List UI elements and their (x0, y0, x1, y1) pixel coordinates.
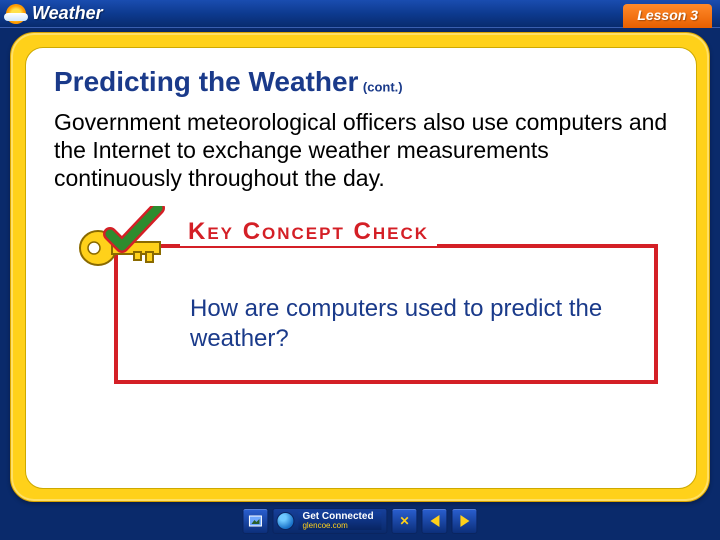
connected-line2: glencoe.com (302, 522, 373, 530)
slide-inner-panel: Predicting the Weather (cont.) Governmen… (25, 47, 697, 489)
kch-1: K (188, 218, 207, 245)
kch-2: EY (207, 224, 234, 243)
slide-outer-frame: Predicting the Weather (cont.) Governmen… (10, 32, 710, 502)
nav-bottom-bar: Get Connected glencoe.com ✕ (242, 508, 477, 534)
lesson-tab: Lesson 3 (623, 4, 712, 28)
get-connected-button[interactable]: Get Connected glencoe.com (272, 508, 387, 534)
key-concept-header: KEY CONCEPT CHECK (180, 218, 437, 246)
weather-sun-icon (6, 4, 26, 24)
concept-question: How are computers used to predict the we… (190, 294, 626, 354)
key-check-icon (76, 206, 176, 278)
header-bar: Weather Lesson 3 (0, 0, 720, 28)
chapter-title: Weather (32, 3, 103, 24)
close-button[interactable]: ✕ (392, 508, 418, 534)
slide-title-row: Predicting the Weather (cont.) (54, 66, 668, 98)
prev-button[interactable] (422, 508, 448, 534)
image-icon (248, 514, 262, 528)
kch-6: HECK (373, 224, 429, 243)
slide-cont-label: (cont.) (363, 79, 403, 94)
chevron-left-icon (430, 515, 439, 527)
next-button[interactable] (452, 508, 478, 534)
header-left: Weather (6, 3, 103, 24)
kch-3: C (234, 218, 262, 245)
connected-label: Get Connected glencoe.com (298, 512, 381, 530)
key-concept-box: KEY CONCEPT CHECK How are computers used… (114, 244, 658, 384)
slide-body-text: Government meteorological officers also … (54, 108, 668, 192)
close-icon: ✕ (400, 514, 410, 528)
kch-4: ONCEPT (262, 224, 345, 243)
kch-5: C (345, 218, 373, 245)
chevron-right-icon (460, 515, 469, 527)
slide-title: Predicting the Weather (54, 66, 358, 97)
globe-icon (276, 512, 294, 530)
resources-button[interactable] (242, 508, 268, 534)
